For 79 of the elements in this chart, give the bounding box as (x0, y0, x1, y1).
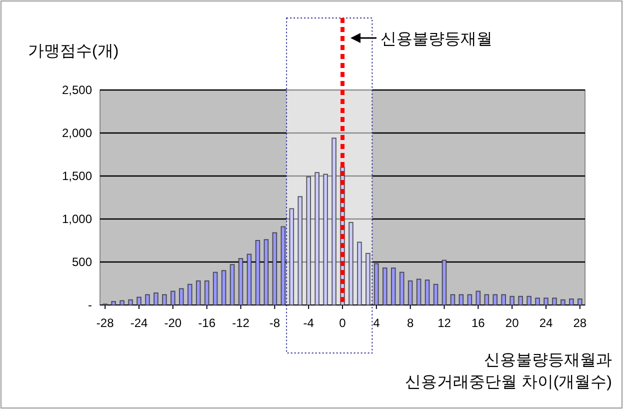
x-tick-label: -28 (96, 316, 114, 330)
bar (433, 284, 438, 306)
x-tick-label: -24 (130, 316, 148, 330)
x-tick-label: -4 (303, 316, 314, 330)
x-tick-label: 12 (438, 316, 452, 330)
bar (501, 294, 506, 306)
bar (424, 280, 430, 306)
bar (178, 288, 184, 306)
bar (280, 226, 286, 306)
bar (136, 296, 142, 306)
bar (578, 298, 582, 306)
bar (366, 252, 370, 306)
bar (128, 299, 133, 306)
y-tick-label: 2,500 (62, 83, 92, 97)
ref-line-label: 신용불량등재월 (380, 31, 492, 48)
y-tick-label: 500 (72, 255, 92, 269)
x-tick-label: -8 (269, 316, 280, 330)
y-tick-label: 1,500 (62, 169, 92, 183)
x-tick-label: -16 (198, 316, 216, 330)
bar (382, 268, 388, 306)
bar (408, 280, 413, 306)
bar (264, 239, 269, 306)
bar (357, 242, 362, 306)
y-tick-label: 2,000 (62, 126, 92, 140)
bar (162, 294, 167, 306)
bar (442, 260, 447, 306)
bar (145, 294, 150, 306)
bar (298, 196, 303, 306)
bar (535, 298, 540, 306)
y-axis-title: 가맹점수(개) (28, 43, 119, 60)
bar (484, 294, 490, 306)
bar (518, 296, 523, 306)
y-tick-label: 1,000 (62, 212, 92, 226)
x-tick-label: -20 (164, 316, 182, 330)
bar (306, 176, 311, 306)
bar (467, 294, 472, 306)
x-tick-label: 16 (471, 316, 486, 330)
bar (111, 301, 116, 306)
bar (544, 298, 548, 306)
bar (450, 294, 456, 306)
bar (238, 258, 244, 306)
bar (416, 278, 422, 306)
bar (332, 138, 336, 306)
bar (323, 174, 328, 306)
bar (348, 222, 354, 306)
bar (492, 294, 498, 306)
bar (458, 294, 464, 306)
bar (230, 264, 235, 306)
bar (221, 270, 226, 306)
x-tick-label: 20 (505, 316, 520, 330)
bar (187, 284, 192, 306)
bar (314, 172, 320, 306)
x-tick-label: 0 (339, 316, 346, 330)
bar (246, 254, 252, 306)
bar (170, 290, 176, 306)
bar (399, 272, 404, 306)
bar (212, 272, 218, 306)
bar (196, 280, 201, 306)
bar (255, 240, 260, 306)
bar (526, 296, 532, 306)
y-tick-label: - (88, 298, 92, 312)
bar (560, 299, 566, 306)
x-axis-title: 신용불량등재월과 신용거래중단월 차이(개월수) (404, 352, 612, 391)
bar (552, 298, 557, 306)
bar (289, 208, 294, 306)
x-tick-label: 28 (573, 316, 587, 330)
x-tick-label: 8 (406, 316, 414, 330)
x-tick-label: -12 (232, 316, 250, 330)
bar (569, 298, 574, 306)
bar (390, 268, 396, 306)
bar (510, 296, 514, 306)
x-tick-label: 24 (539, 316, 553, 330)
bar (204, 280, 210, 306)
bar (120, 300, 124, 306)
bar (374, 263, 379, 306)
bar (272, 232, 278, 306)
x-tick-label: 4 (373, 316, 380, 330)
bar (476, 290, 481, 306)
bar (154, 292, 158, 306)
